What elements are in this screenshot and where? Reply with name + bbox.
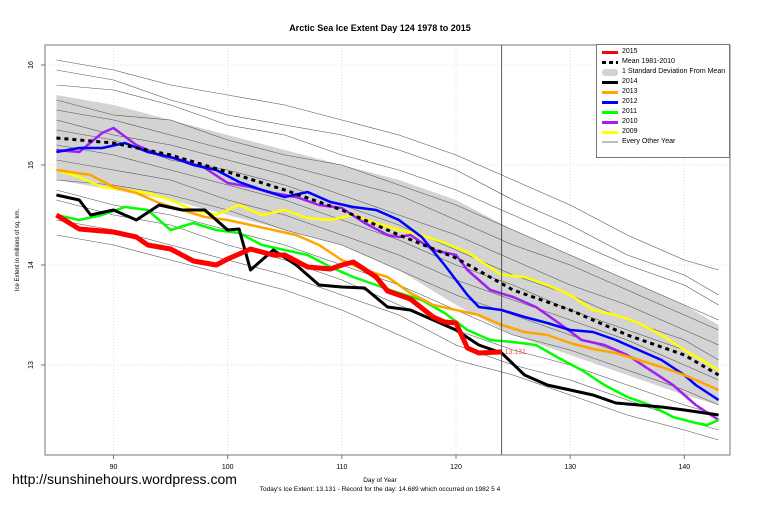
y-tick-label: 16 <box>28 61 35 69</box>
footer-text: Today's Ice Extent: 13.131 - Record for … <box>259 486 501 493</box>
other-year-line <box>56 109 719 331</box>
y-axis-label: Ice Extent in millions of sq. km. <box>15 208 21 291</box>
other-years <box>56 59 719 441</box>
legend-swatch <box>602 90 618 94</box>
series-line-2015 <box>55 212 502 356</box>
legend-item: Every Other Year <box>602 137 729 147</box>
legend-item: 1 Standard Deviation From Mean <box>602 67 729 77</box>
series-line-2014 <box>56 193 719 417</box>
y-tick-label: 15 <box>28 161 35 169</box>
legend-swatch <box>602 50 618 54</box>
legend-label: 2013 <box>622 88 638 95</box>
legend-label: 2015 <box>622 48 638 55</box>
legend-swatch <box>602 130 618 134</box>
y-axis: 13 14 15 16 <box>28 61 45 369</box>
other-year-line <box>56 199 719 416</box>
legend-item: 2010 <box>602 117 729 127</box>
legend-label: 2010 <box>622 118 638 125</box>
legend-label: 1 Standard Deviation From Mean <box>622 68 726 75</box>
legend-swatch <box>602 100 618 104</box>
other-year-line <box>56 69 719 296</box>
other-year-line <box>56 234 719 441</box>
other-year-line <box>56 144 719 371</box>
legend-swatch <box>602 80 618 84</box>
x-tick-label: 100 <box>222 464 234 471</box>
watermark-url: http://sunshinehours.wordpress.com <box>12 471 237 487</box>
legend-swatch <box>602 60 618 64</box>
x-tick-label: 140 <box>678 464 690 471</box>
legend-item: 2012 <box>602 97 729 107</box>
x-tick-label: 90 <box>110 464 118 471</box>
legend-item: 2013 <box>602 87 729 97</box>
legend-item: 2015 <box>602 47 729 57</box>
other-year-line <box>56 59 719 271</box>
legend-item: 2009 <box>602 127 729 137</box>
other-year-line <box>56 119 719 346</box>
legend-label: 2012 <box>622 98 638 105</box>
x-tick-label: 130 <box>564 464 576 471</box>
legend-item: 2014 <box>602 77 729 87</box>
chart-title: Arctic Sea Ice Extent Day 124 1978 to 20… <box>289 23 471 33</box>
legend-label: 2009 <box>622 128 638 135</box>
current-value-label: 13.131 <box>505 349 527 356</box>
y-tick-label: 14 <box>28 261 35 269</box>
legend-swatch <box>602 68 618 76</box>
other-year-line <box>56 219 719 431</box>
legend-swatch <box>602 120 618 124</box>
legend-label: 2011 <box>622 108 638 115</box>
legend-swatch <box>602 141 618 143</box>
y-tick-label: 13 <box>28 361 35 369</box>
legend-label: Mean 1981-2010 <box>622 58 675 65</box>
x-axis-label: Day of Year <box>363 477 397 484</box>
series-line-mean-1981-2010 <box>56 136 720 377</box>
legend-swatch <box>602 110 618 114</box>
series-line-2012 <box>56 141 720 402</box>
plot-frame <box>44 44 731 456</box>
other-year-line <box>56 159 719 381</box>
legend-label: Every Other Year <box>622 138 676 145</box>
x-tick-label: 110 <box>336 464 347 471</box>
other-year-line <box>56 84 719 306</box>
series-line-2009 <box>56 168 720 372</box>
x-tick-label: 120 <box>450 464 462 471</box>
legend: 2015 Mean 1981-2010 1 Standard Deviation F… <box>596 44 730 158</box>
x-axis: 90 100 110 120 130 140 <box>110 455 690 471</box>
legend-item: Mean 1981-2010 <box>602 57 729 67</box>
series-lines <box>55 126 720 427</box>
legend-label: 2014 <box>622 78 638 85</box>
other-year-line <box>56 99 719 321</box>
legend-item: 2011 <box>602 107 729 117</box>
